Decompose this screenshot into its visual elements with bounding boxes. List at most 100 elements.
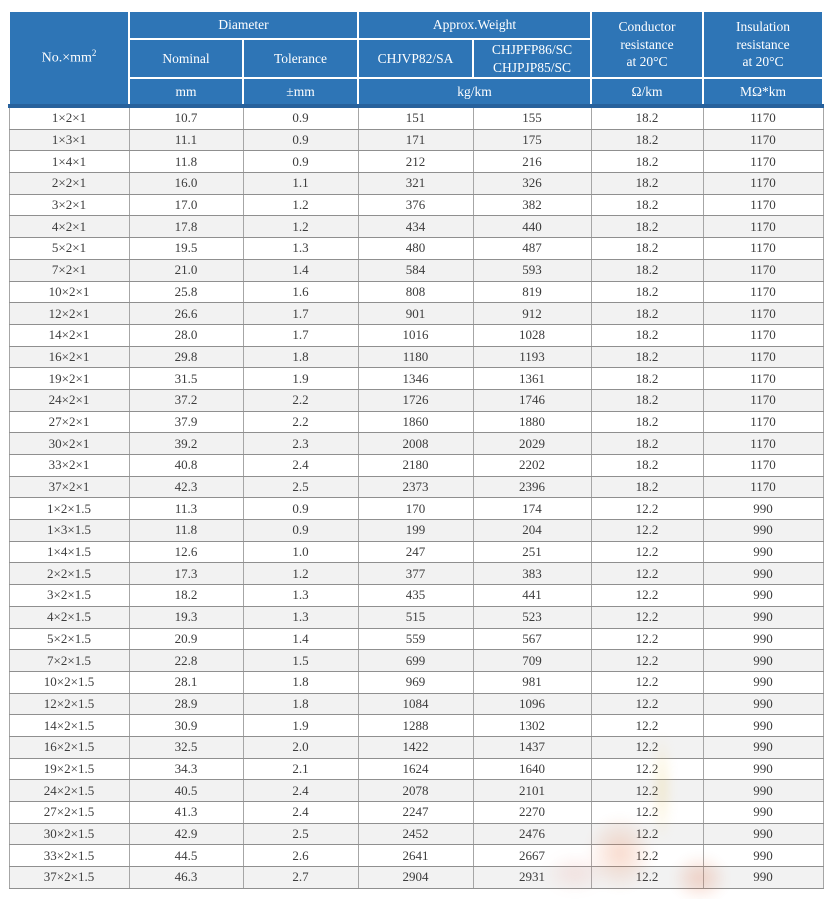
table-cell: 30×2×1 [8,432,130,455]
table-cell: 17.3 [128,562,244,586]
table-cell: 216 [472,150,592,174]
col-header-model-a: CHJVP82/SA [357,38,475,79]
table-cell: 2.7 [242,866,359,889]
table-cell: 2247 [357,801,474,824]
table-cell: 2.5 [242,822,359,846]
table-cell: 14×2×1.5 [8,714,130,737]
conductor-line-1: Conductor [618,18,676,34]
table-cell: 1.6 [242,280,359,304]
table-cell: 1170 [702,215,824,239]
table-cell: 12.2 [590,844,704,868]
table-cell: 434 [357,215,474,239]
table-cell: 0.9 [242,105,359,130]
table-cell: 1.0 [242,540,359,564]
table-cell: 18.2 [590,475,704,499]
table-cell: 559 [357,627,474,651]
table-cell: 12.2 [590,562,704,586]
table-cell: 2101 [472,779,592,802]
table-cell: 0.9 [242,128,359,152]
table-cell: 1.4 [242,627,359,651]
table-cell: 523 [472,605,592,629]
table-cell: 819 [472,280,592,304]
table-cell: 1×2×1.5 [8,497,130,521]
table-cell: 18.2 [590,128,704,152]
table-cell: 1640 [472,757,592,781]
header-row-subcolumns: Nominal Tolerance CHJVP82/SA CHJPFP86/SC… [9,38,823,79]
table-row: 16×2×1 29.8 1.8 1180 1193 18.2 1170 [8,345,824,369]
table-cell: 1.4 [242,258,359,282]
table-cell: 1.8 [242,345,359,369]
table-cell: 326 [472,172,592,195]
table-cell: 2078 [357,779,474,802]
table-cell: 12.2 [590,714,704,737]
table-cell: 584 [357,258,474,282]
table-row: 30×2×1.5 42.9 2.5 2452 2476 12.2 990 [8,822,824,846]
table-cell: 1×2×1 [8,105,130,130]
table-cell: 1×3×1.5 [8,519,130,542]
table-cell: 1.3 [242,237,359,260]
table-cell: 2.3 [242,432,359,455]
table-cell: 19.5 [128,237,244,260]
table-row: 24×2×1 37.2 2.2 1726 1746 18.2 1170 [8,388,824,412]
cable-spec-table: No.×mm2 Diameter Approx.Weight Conductor… [8,10,825,889]
table-cell: 990 [702,649,824,672]
table-cell: 37×2×1.5 [8,866,130,889]
table-row: 12×2×1.5 28.9 1.8 1084 1096 12.2 990 [8,692,824,716]
table-cell: 990 [702,866,824,889]
table-row: 19×2×1.5 34.3 2.1 1624 1640 12.2 990 [8,757,824,781]
table-cell: 1170 [702,345,824,369]
model-b-line-1: CHJPFP86/SC [491,41,573,57]
table-cell: 1×4×1.5 [8,540,130,564]
table-cell: 12.2 [590,540,704,564]
table-cell: 12.2 [590,497,704,521]
table-cell: 990 [702,822,824,846]
table-cell: 1302 [472,714,592,737]
insulation-line-3: at 20°C [742,54,784,70]
table-row: 2×2×1.5 17.3 1.2 377 383 12.2 990 [8,562,824,586]
insulation-line-2: resistance [736,36,790,52]
table-cell: 18.2 [128,584,244,607]
table-cell: 12.2 [590,757,704,781]
table-row: 7×2×1 21.0 1.4 584 593 18.2 1170 [8,258,824,282]
table-cell: 2476 [472,822,592,846]
table-row: 3×2×1.5 18.2 1.3 435 441 12.2 990 [8,584,824,607]
table-cell: 18.2 [590,172,704,195]
table-cell: 12.2 [590,692,704,716]
table-row: 33×2×1.5 44.5 2.6 2641 2667 12.2 990 [8,844,824,868]
table-cell: 1422 [357,735,474,759]
table-cell: 1×3×1 [8,128,130,152]
table-cell: 2.4 [242,801,359,824]
table-cell: 1170 [702,150,824,174]
table-cell: 5×2×1 [8,237,130,260]
table-cell: 0.9 [242,497,359,521]
table-cell: 32.5 [128,735,244,759]
unit-nominal-mm: mm [128,77,244,108]
table-cell: 567 [472,627,592,651]
table-cell: 42.9 [128,822,244,846]
table-cell: 1.8 [242,670,359,694]
table-cell: 382 [472,193,592,217]
table-cell: 3×2×1 [8,193,130,217]
unit-tolerance-mm: ±mm [241,77,360,108]
table-cell: 33×2×1.5 [8,844,130,868]
table-cell: 18.2 [590,237,704,260]
table-cell: 2029 [472,432,592,455]
table-cell: 1170 [702,367,824,390]
conductor-line-2: resistance [620,36,674,52]
table-cell: 2373 [357,475,474,499]
table-cell: 11.8 [128,519,244,542]
table-row: 14×2×1 28.0 1.7 1016 1028 18.2 1170 [8,323,824,347]
table-cell: 1.3 [242,584,359,607]
table-cell: 24×2×1.5 [8,779,130,802]
table-cell: 1096 [472,692,592,716]
table-cell: 1170 [702,172,824,195]
table-row: 1×2×1 10.7 0.9 151 155 18.2 1170 [8,105,824,130]
table-cell: 383 [472,562,592,586]
table-cell: 2×2×1 [8,172,130,195]
table-cell: 7×2×1.5 [8,649,130,672]
table-row: 1×4×1 11.8 0.9 212 216 18.2 1170 [8,150,824,174]
table-cell: 1361 [472,367,592,390]
table-cell: 990 [702,735,824,759]
table-cell: 18.2 [590,302,704,325]
table-cell: 10.7 [128,105,244,130]
